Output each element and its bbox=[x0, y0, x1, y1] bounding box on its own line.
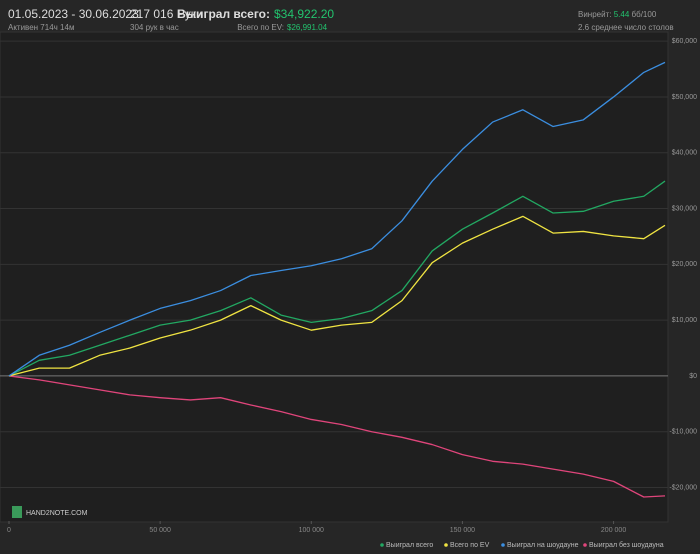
x-tick-label: 100 000 bbox=[299, 527, 324, 534]
hands-per-hour: 304 рук в час bbox=[130, 23, 179, 32]
winrate-unit: бб/100 bbox=[632, 10, 657, 19]
plot-area bbox=[0, 31, 669, 523]
winrate-label: Винрейт: bbox=[578, 10, 611, 19]
hands: 217 016 Руки bbox=[130, 7, 203, 21]
legend-label: Всего по EV bbox=[450, 542, 490, 549]
legend-marker bbox=[380, 543, 384, 547]
logo-icon bbox=[12, 506, 22, 518]
y-tick-label: $0 bbox=[689, 373, 697, 380]
date-range: 01.05.2023 - 30.06.2023 bbox=[8, 7, 139, 21]
series-line bbox=[8, 375, 666, 498]
x-tick-label: 200 000 bbox=[601, 527, 626, 534]
x-tick-label: 150 000 bbox=[450, 527, 475, 534]
legend-label: Выиграл на шоудауне bbox=[507, 542, 579, 549]
ev-value: $26,991.04 bbox=[287, 23, 328, 32]
active-time: Активен 714ч 14м bbox=[8, 23, 74, 32]
winrate-label: Винрейт: 5.44 бб/100 bbox=[578, 10, 657, 19]
logo: HAND2NOTE.COM bbox=[26, 510, 88, 517]
series-line bbox=[8, 61, 666, 377]
y-tick-label: $60,000 bbox=[672, 38, 697, 45]
winrate-value: 5.44 bbox=[614, 10, 630, 19]
y-tick-label: -$10,000 bbox=[669, 429, 697, 436]
y-tick-label: $40,000 bbox=[672, 150, 697, 157]
won-label: Выиграл всего: bbox=[177, 7, 270, 21]
legend-marker bbox=[501, 543, 505, 547]
series-line bbox=[8, 215, 666, 377]
y-tick-label: $50,000 bbox=[672, 94, 697, 101]
series-line bbox=[8, 180, 666, 377]
y-tick-label: $20,000 bbox=[672, 261, 697, 268]
x-tick-label: 0 bbox=[7, 527, 11, 534]
legend-label: Выиграл без шоудауна bbox=[589, 541, 664, 549]
legend-marker bbox=[444, 543, 448, 547]
y-tick-label: $10,000 bbox=[672, 317, 697, 324]
x-tick-label: 50 000 bbox=[149, 527, 171, 534]
y-tick-label: $30,000 bbox=[672, 205, 697, 212]
legend-marker bbox=[583, 543, 587, 547]
won-value: $34,922.20 bbox=[274, 7, 334, 21]
tables: 2.6 среднее число столов bbox=[578, 23, 674, 32]
legend-label: Выиграл всего bbox=[386, 542, 433, 549]
y-tick-label: -$20,000 bbox=[669, 484, 697, 491]
ev-label: Всего по EV: bbox=[237, 23, 284, 32]
